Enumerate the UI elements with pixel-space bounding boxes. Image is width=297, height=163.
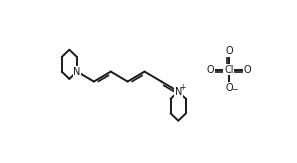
Text: N: N [175,87,182,96]
Text: O: O [225,83,233,93]
Text: O: O [244,65,251,75]
Text: +: + [179,83,186,92]
Text: N: N [73,67,81,77]
Text: O: O [225,46,233,56]
Text: −: − [231,85,238,94]
Text: Cl: Cl [224,65,234,75]
Text: O: O [207,65,214,75]
